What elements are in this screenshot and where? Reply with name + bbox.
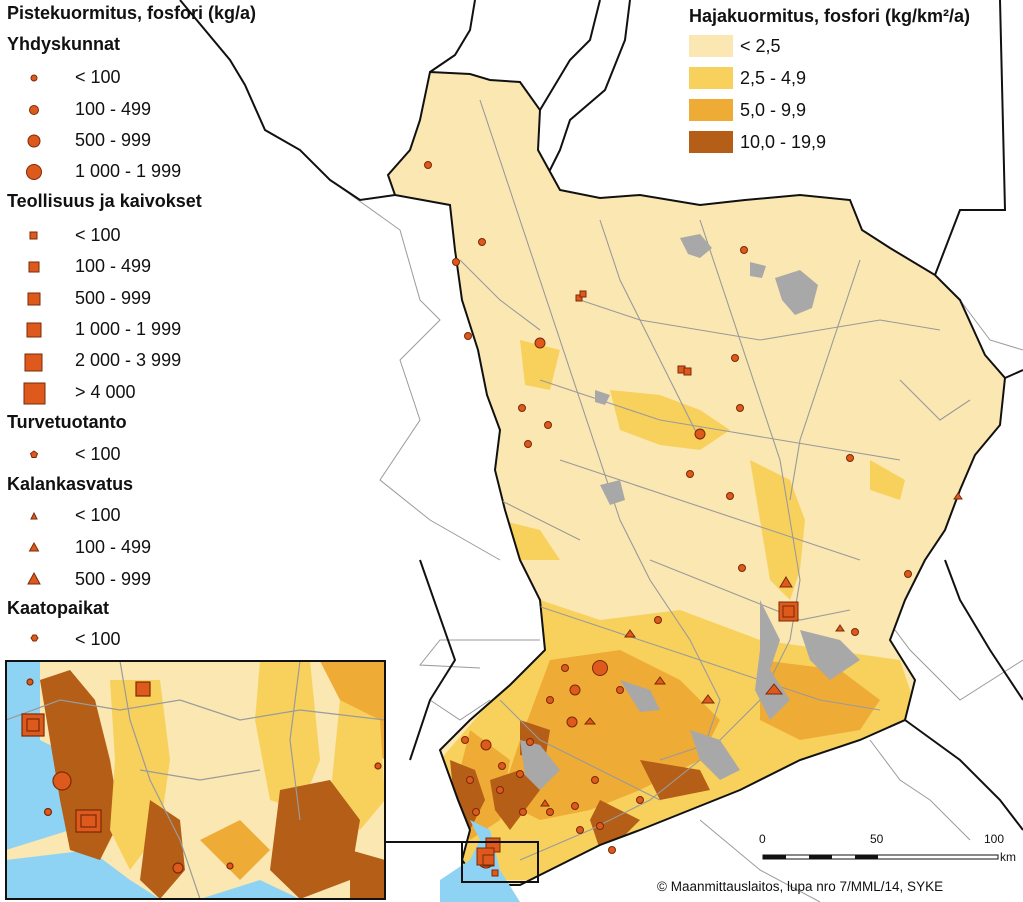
- catchment-area: [386, 70, 1007, 886]
- regional-borders: [179, 0, 1023, 831]
- inset-connector: [385, 841, 539, 883]
- legend-swatch-class-1: [689, 35, 733, 57]
- legend-group-title-yhdyskunnat: Yhdyskunnat: [7, 34, 121, 54]
- legend-class-label: 5,0 - 9,9: [740, 100, 807, 120]
- legend-class-label: 10,0 - 19,9: [740, 132, 827, 152]
- scale-tick-0: 0: [759, 832, 766, 846]
- legend-label: < 100: [75, 505, 121, 525]
- legend-symbol-square-3: [27, 292, 41, 306]
- legend-swatch-class-4: [689, 131, 733, 153]
- legend-symbol-square-1: [29, 231, 38, 240]
- legend-symbol-square-2: [28, 261, 40, 273]
- legend-group-title-teollisuus: Teollisuus ja kaivokset: [7, 191, 202, 211]
- legend-class-label: 2,5 - 4,9: [740, 68, 807, 88]
- inset-map: [5, 660, 386, 900]
- legend-label: 2 000 - 3 999: [75, 350, 182, 370]
- legend-label: 100 - 499: [75, 256, 152, 276]
- legend-group-title-turvetuotanto: Turvetuotanto: [7, 412, 127, 432]
- legend-group-title-kaatopaikat: Kaatopaikat: [7, 598, 110, 618]
- copyright-credit: © Maanmittauslaitos, lupa nro 7/MML/14, …: [657, 879, 944, 894]
- lakes: [520, 234, 860, 790]
- legend-symbol-circle-4: [26, 164, 42, 180]
- legend-label: 1 000 - 1 999: [75, 319, 182, 339]
- legend-label: 500 - 999: [75, 569, 152, 589]
- legend-label: > 4 000: [75, 382, 136, 402]
- scale-bar: [762, 854, 999, 860]
- legend-symbol-hexagon-1: [30, 634, 39, 642]
- legend-symbol-triangle-1: [30, 511, 38, 520]
- legend-class-label: < 2,5: [740, 36, 781, 56]
- legend-label: 500 - 999: [75, 288, 152, 308]
- legend-symbol-circle-1: [30, 74, 38, 82]
- legend-label: 1 000 - 1 999: [75, 161, 182, 181]
- legend-group-title-kalankasvatus: Kalankasvatus: [7, 474, 134, 494]
- legend-swatch-class-2: [689, 67, 733, 89]
- legend-label: < 100: [75, 225, 121, 245]
- rivers: [459, 99, 971, 861]
- legend-swatch-class-3: [689, 99, 733, 121]
- legend-symbol-circle-3: [27, 134, 41, 148]
- legend-symbol-circle-2: [29, 105, 39, 115]
- legend-symbol-square-6: [23, 382, 46, 405]
- legend-label: < 100: [75, 444, 121, 464]
- legend-label: 100 - 499: [75, 537, 152, 557]
- legend-symbol-triangle-3: [27, 571, 41, 585]
- legend-label: 500 - 999: [75, 130, 152, 150]
- legend-label: < 100: [75, 67, 121, 87]
- diffuse-load-legend-title: Hajakuormitus, fosfori (kg/km²/a): [689, 6, 971, 26]
- legend-label: 100 - 499: [75, 99, 152, 119]
- legend-symbol-square-4: [26, 322, 42, 338]
- scale-tick-100: 100: [984, 832, 1005, 846]
- legend-symbol-triangle-2: [28, 541, 40, 552]
- point-load-legend-title: Pistekuormitus, fosfori (kg/a): [7, 3, 257, 23]
- scale-tick-50: 50: [870, 832, 884, 846]
- scale-unit: km: [1000, 850, 1016, 864]
- legend-label: < 100: [75, 629, 121, 649]
- legend-symbol-square-5: [24, 353, 43, 372]
- legend-symbols: [23, 74, 46, 642]
- legend-symbol-pentagon-1: [29, 450, 39, 458]
- admin-boundaries: [329, 179, 1023, 902]
